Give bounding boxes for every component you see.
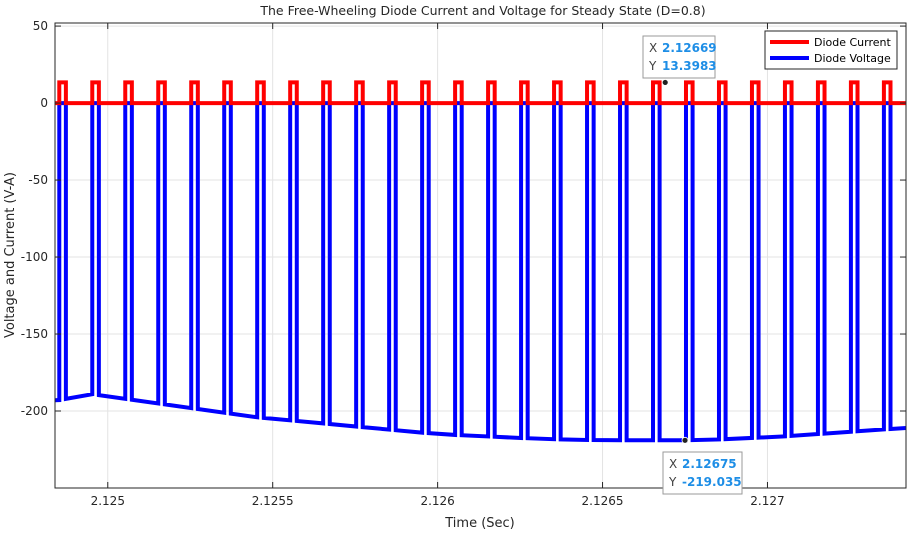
series-diode-current-line xyxy=(55,80,906,106)
datatip-x-value: 2.12669 xyxy=(662,41,717,55)
y-axis-label: Voltage and Current (V-A) xyxy=(3,172,18,338)
datatip-y-label: Y xyxy=(648,59,657,73)
legend-label: Diode Voltage xyxy=(814,52,891,65)
datatip-y-label: Y xyxy=(668,475,677,489)
x-tick-label: 2.127 xyxy=(750,494,784,508)
legend[interactable]: Diode Current Diode Voltage xyxy=(764,30,898,70)
datatip-x-value: 2.12675 xyxy=(682,457,737,471)
y-tick-label: 0 xyxy=(40,96,48,110)
legend-label: Diode Current xyxy=(814,36,892,49)
datatip-y-value: -219.035 xyxy=(682,475,742,489)
y-tick-label: 50 xyxy=(33,19,48,33)
series-diode-voltage-line xyxy=(55,101,906,443)
y-tick-label: -150 xyxy=(21,327,48,341)
plot-area xyxy=(55,23,906,488)
legend-box xyxy=(764,30,898,70)
x-tick-label: 2.1255 xyxy=(252,494,294,508)
x-tick-label: 2.1265 xyxy=(582,494,624,508)
datatip-box xyxy=(642,35,716,79)
y-tick-label: -200 xyxy=(21,404,48,418)
x-tick-label: 2.125 xyxy=(91,494,125,508)
x-tick-label: 2.126 xyxy=(420,494,454,508)
x-axis-label: Time (Sec) xyxy=(444,516,515,531)
datatips-group: X 2.12669 Y 13.3983 X 2.12675 Y -219.035 xyxy=(642,35,743,495)
datatip-x-label: X xyxy=(669,457,677,471)
datatip-marker xyxy=(681,436,689,444)
datatip-box xyxy=(662,451,743,495)
datatip-x-label: X xyxy=(649,41,657,55)
series-group xyxy=(55,80,906,443)
axis-ticks: 2.125 2.1255 2.126 2.1265 2.127 50 0 -50 -100 -15… xyxy=(21,19,906,508)
y-tick-label: -50 xyxy=(28,173,48,187)
plot-frame xyxy=(54,22,907,489)
y-tick-label: -100 xyxy=(21,250,48,264)
datatip-y-value: 13.3983 xyxy=(662,59,717,73)
chart-title: The Free-Wheeling Diode Current and Volt… xyxy=(259,3,705,18)
datatip-marker xyxy=(661,79,669,86)
